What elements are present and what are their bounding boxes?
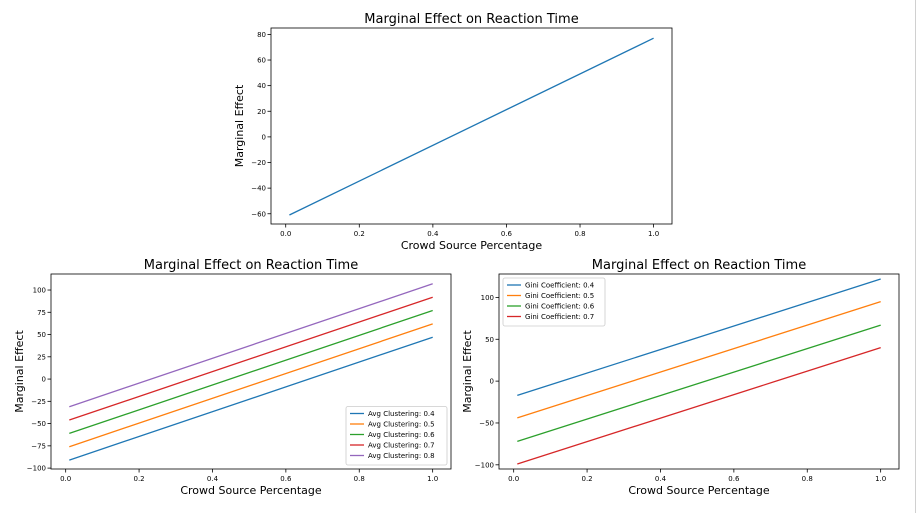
y-tick-label: 100 (33, 287, 46, 295)
legend-label: Avg Clustering: 0.4 (368, 410, 435, 418)
x-tick-label: 0.0 (60, 475, 71, 483)
x-tick-label: 0.2 (582, 475, 593, 483)
x-tick-label: 0.8 (574, 230, 585, 238)
x-tick-label: 0.8 (802, 475, 813, 483)
legend-label: Avg Clustering: 0.8 (368, 452, 435, 460)
series-line-1 (289, 37, 654, 216)
y-tick-label: −60 (251, 210, 266, 218)
chart-title: Marginal Effect on Reaction Time (144, 258, 358, 273)
x-axis-label: Crowd Source Percentage (180, 484, 322, 497)
x-tick-label: 0.4 (655, 475, 667, 483)
x-axis-label: Crowd Source Percentage (628, 484, 770, 497)
window-edge-divider (915, 0, 916, 513)
y-tick-label: −20 (251, 159, 266, 167)
plot-frame (50, 273, 452, 470)
x-tick-label: 0.2 (354, 230, 365, 238)
x-tick-label: 0.4 (207, 475, 219, 483)
x-tick-label: 0.2 (134, 475, 145, 483)
y-tick-label: 0 (262, 133, 266, 141)
y-tick-label: −50 (479, 419, 494, 427)
series-line-4 (69, 296, 433, 421)
x-tick-label: 0.6 (280, 475, 292, 483)
legend-box (502, 277, 606, 327)
series-line-5 (69, 283, 433, 408)
x-tick-label: 0.6 (501, 230, 513, 238)
x-tick-label: 1.0 (648, 230, 659, 238)
chart-1: Marginal Effect on Reaction Time 0.0 0.2 0.… (233, 12, 673, 252)
legend-label: Avg Clustering: 0.6 (368, 431, 435, 439)
series-line-1 (69, 336, 433, 461)
y-axis-label: Marginal Effect (233, 84, 246, 167)
y-tick-label: 60 (257, 57, 266, 65)
y-axis-label: Marginal Effect (461, 330, 474, 413)
y-tick-label: 40 (257, 82, 266, 90)
legend-label: Gini Coefficient: 0.7 (525, 313, 594, 321)
y-tick-label: −100 (475, 461, 494, 469)
y-tick-label: −25 (31, 398, 46, 406)
legend-label: Avg Clustering: 0.5 (368, 421, 435, 429)
legend-label: Avg Clustering: 0.7 (368, 442, 435, 450)
x-tick-label: 0.0 (280, 230, 291, 238)
plot-frame (498, 273, 900, 470)
x-tick-label: 0.0 (508, 475, 519, 483)
plot-frame (270, 27, 673, 225)
y-tick-label: 80 (257, 31, 266, 39)
legend-label: Gini Coefficient: 0.6 (525, 303, 595, 311)
series-line-2 (517, 300, 881, 419)
legend: Gini Coefficient: 0.4 Gini Coefficient: 0… (502, 277, 606, 327)
y-tick-label: 50 (37, 331, 46, 339)
y-tick-label: −100 (27, 465, 46, 473)
legend: Avg Clustering: 0.4 Avg Clustering: 0.5 Av… (345, 406, 448, 466)
legend-label: Gini Coefficient: 0.4 (525, 282, 595, 290)
x-tick-label: 0.6 (728, 475, 740, 483)
x-tick-label: 0.8 (354, 475, 365, 483)
x-tick-label: 1.0 (875, 475, 886, 483)
chart-3: Marginal Effect on Reaction Time 0.0 0.2 0.… (461, 258, 900, 497)
series-line-1 (517, 278, 881, 397)
series-line-4 (517, 346, 881, 465)
y-tick-label: 0 (42, 376, 46, 384)
y-tick-label: −40 (251, 185, 266, 193)
series-line-2 (69, 323, 433, 448)
y-tick-label: 20 (257, 108, 266, 116)
y-axis-label: Marginal Effect (13, 330, 26, 413)
y-tick-label: 25 (37, 353, 46, 361)
x-tick-label: 0.4 (427, 230, 439, 238)
legend-box (345, 406, 448, 466)
y-tick-label: 75 (37, 309, 46, 317)
y-tick-label: 100 (481, 294, 494, 302)
chart-title: Marginal Effect on Reaction Time (592, 258, 806, 273)
y-tick-label: −75 (31, 442, 46, 450)
chart-2: Marginal Effect on Reaction Time 0.0 0.2 0.… (13, 258, 452, 497)
y-tick-label: −50 (31, 420, 46, 428)
y-tick-label: 0 (490, 378, 494, 386)
series-line-3 (69, 309, 433, 435)
x-tick-label: 1.0 (427, 475, 438, 483)
chart-title: Marginal Effect on Reaction Time (364, 12, 578, 27)
series-line-3 (517, 324, 881, 443)
legend-label: Gini Coefficient: 0.5 (525, 292, 594, 300)
y-tick-label: 50 (485, 336, 494, 344)
x-axis-label: Crowd Source Percentage (401, 239, 543, 252)
